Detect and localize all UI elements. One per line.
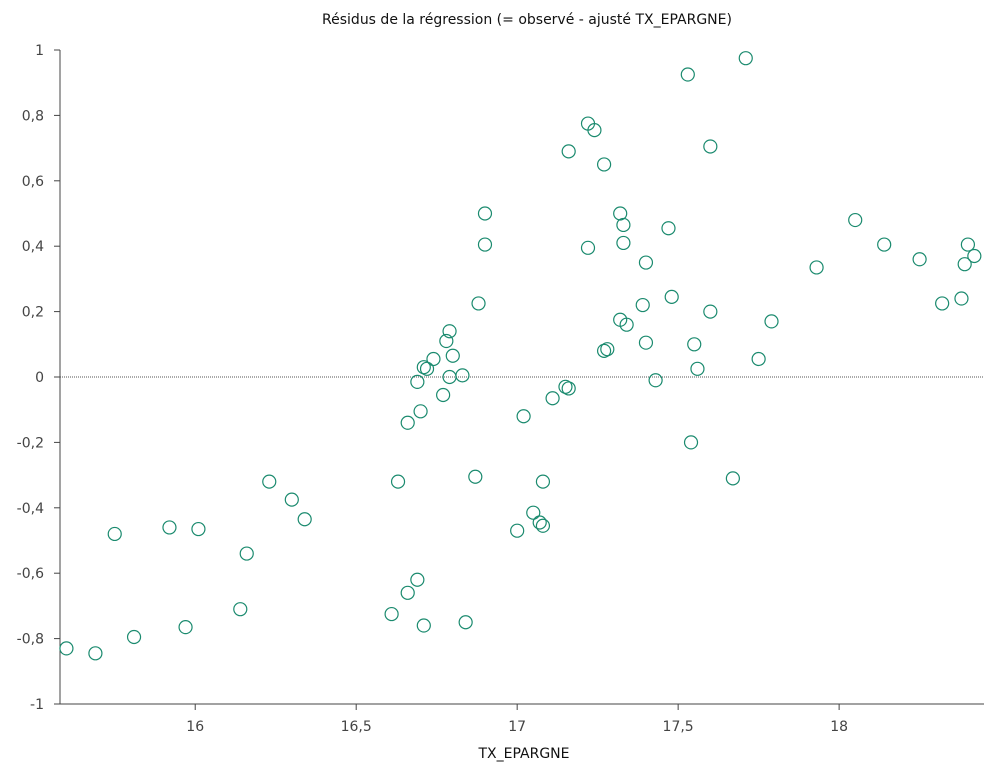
data-point	[477, 206, 493, 221]
y-tick-label: 0	[35, 370, 44, 386]
data-point	[178, 620, 193, 635]
data-point	[596, 157, 612, 172]
data-point	[545, 391, 560, 406]
data-point	[738, 51, 753, 66]
data-point	[107, 526, 122, 542]
data-point	[596, 343, 612, 358]
data-point	[455, 368, 470, 383]
data-point	[297, 512, 312, 527]
axes	[59, 50, 984, 705]
y-tick-label: 0,6	[22, 174, 44, 190]
y-tick-label: -0,4	[17, 501, 44, 517]
y-tick-label: -0,8	[17, 632, 44, 648]
data-point	[580, 240, 596, 255]
data-point	[239, 546, 254, 561]
data-point	[532, 515, 547, 530]
data-point	[587, 123, 602, 138]
data-point	[751, 351, 766, 367]
data-point	[384, 606, 399, 622]
data-point	[935, 296, 950, 311]
data-point	[535, 474, 551, 489]
data-point	[954, 291, 969, 306]
data-point	[957, 257, 972, 272]
data-point	[683, 435, 699, 450]
data-point	[967, 248, 982, 264]
x-tick-label: 17,5	[663, 719, 694, 735]
data-point	[233, 602, 248, 617]
data-point	[410, 374, 425, 390]
data-point	[413, 404, 428, 419]
data-point	[471, 296, 486, 311]
data-point	[126, 629, 142, 645]
data-point	[635, 297, 650, 313]
data-point	[616, 235, 631, 251]
data-point	[400, 415, 415, 430]
data-point	[619, 317, 634, 332]
data-point	[416, 360, 431, 375]
data-point	[664, 289, 679, 304]
data-point	[561, 381, 576, 396]
data-point	[616, 217, 631, 233]
data-point	[442, 324, 457, 339]
data-point	[410, 572, 425, 587]
y-tick-label: 1	[35, 43, 44, 59]
data-point	[439, 333, 454, 349]
data-point	[526, 505, 541, 520]
data-point	[725, 471, 740, 486]
data-point	[809, 260, 824, 275]
data-point	[703, 139, 718, 154]
data-point	[848, 212, 863, 228]
data-point	[416, 618, 431, 633]
y-tick-label: 0,4	[22, 239, 44, 255]
data-point	[191, 521, 206, 537]
x-tick-label: 16,5	[341, 719, 372, 735]
data-point	[960, 237, 976, 252]
data-point	[436, 387, 451, 403]
x-tick-label: 16	[186, 719, 204, 735]
data-point	[703, 304, 718, 319]
data-point	[510, 523, 525, 538]
data-point	[468, 469, 483, 484]
y-tick-label: -1	[30, 697, 44, 713]
data-point	[764, 314, 779, 329]
data-point	[561, 144, 576, 159]
data-point	[877, 237, 892, 252]
data-point	[600, 342, 615, 357]
data-point	[638, 255, 654, 270]
data-point	[419, 361, 435, 376]
data-point	[162, 520, 177, 535]
data-point	[477, 237, 493, 252]
data-point	[458, 615, 473, 630]
data-point	[638, 335, 654, 350]
data-point	[912, 252, 927, 267]
data-point	[262, 474, 277, 489]
data-point	[390, 474, 406, 489]
axis-ticks: 1 0,8 0,6 0,4 0,2 0 -0,2 -0,4 -0,6 -0,8 -1 16 16,5 17…	[17, 43, 848, 735]
data-point	[690, 361, 705, 376]
y-tick-label: 0,8	[22, 108, 44, 124]
data-point	[426, 351, 441, 367]
data-point	[613, 206, 628, 221]
data-point	[680, 67, 695, 82]
data-point	[445, 348, 460, 363]
x-tick-label: 17	[508, 719, 526, 735]
data-points	[59, 51, 982, 661]
data-point	[535, 518, 551, 533]
data-point	[59, 641, 74, 656]
y-tick-label: -0,6	[17, 566, 44, 582]
x-tick-label: 18	[830, 719, 848, 735]
data-point	[558, 379, 573, 394]
chart-title: Résidus de la régression (= observé - aj…	[322, 12, 732, 28]
y-tick-label: 0,2	[22, 305, 44, 321]
data-point	[400, 585, 415, 600]
data-point	[284, 492, 299, 507]
data-point	[661, 221, 676, 236]
data-point	[88, 646, 103, 661]
y-tick-label: -0,2	[17, 435, 44, 451]
data-point	[648, 373, 663, 388]
data-point	[516, 409, 531, 424]
data-point	[687, 337, 702, 352]
x-axis-title: TX_EPARGNE	[477, 746, 569, 762]
